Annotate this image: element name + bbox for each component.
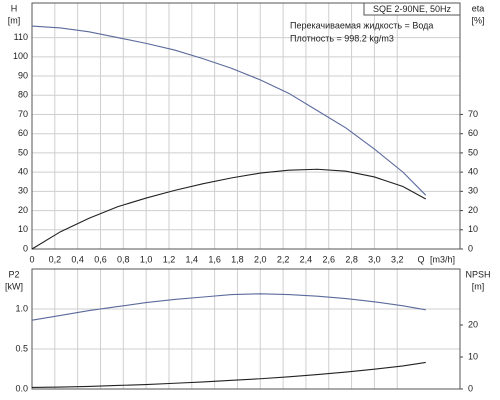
y2-tick-label: 10 xyxy=(468,224,478,234)
y2-tick-label: 50 xyxy=(468,147,478,157)
y-tick-label: 30 xyxy=(18,186,28,196)
y-tick-label: 90 xyxy=(18,70,28,80)
y2-tick-label: 0 xyxy=(468,243,473,253)
series-line xyxy=(31,168,427,250)
y-tick-label: 0 xyxy=(23,243,28,253)
y2-tick-label: 30 xyxy=(468,186,478,196)
y2-tick-label: 20 xyxy=(468,319,478,329)
x-tick-label: 0,8 xyxy=(117,254,130,264)
y-tick-label: 0.5 xyxy=(15,343,28,353)
series-line xyxy=(31,25,427,196)
y-axis-unit: [m] xyxy=(8,15,21,25)
y-tick-label: 80 xyxy=(18,90,28,100)
y-tick-label: 0.0 xyxy=(15,383,28,393)
y-axis-title: P2 xyxy=(8,269,19,279)
y-tick-label: 50 xyxy=(18,147,28,157)
x-tick-label: 3,2 xyxy=(391,254,404,264)
y-tick-label: 70 xyxy=(18,109,28,119)
x-tick-label: 1,4 xyxy=(186,254,199,264)
x-tick-label: 2,0 xyxy=(254,254,267,264)
x-tick-label: 1,6 xyxy=(208,254,221,264)
x-tick-label: 3,0 xyxy=(368,254,381,264)
y2-tick-label: 60 xyxy=(468,128,478,138)
y2-tick-label: 70 xyxy=(468,109,478,119)
y-tick-label: 40 xyxy=(18,167,28,177)
y-tick-label: 110 xyxy=(14,32,28,42)
annotation: Плотность = 998.2 kg/m3 xyxy=(290,33,394,43)
y2-axis-unit: [%] xyxy=(471,15,484,25)
y2-axis-title: eta xyxy=(472,3,485,13)
series-line xyxy=(31,293,426,321)
x-tick-label: 2,2 xyxy=(277,254,290,264)
x-tick-label: 1,8 xyxy=(231,254,244,264)
x-tick-label: 1,2 xyxy=(163,254,176,264)
y-tick-label: 20 xyxy=(18,205,28,215)
x-tick-label: 0 xyxy=(29,254,34,264)
y2-axis-unit: [m] xyxy=(472,281,485,291)
y2-tick-label: 10 xyxy=(468,351,478,361)
y-tick-label: 1.0 xyxy=(15,303,28,313)
y-tick-label: 100 xyxy=(13,51,28,61)
x-tick-label: 0,6 xyxy=(94,254,107,264)
x-tick-label: 2,8 xyxy=(345,254,358,264)
y-axis-title: H xyxy=(11,3,18,13)
x-axis-title: Q xyxy=(417,254,424,264)
plot-frame xyxy=(31,268,461,390)
y2-tick-label: 40 xyxy=(468,167,478,177)
model-box xyxy=(363,2,461,16)
x-tick-label: 0,4 xyxy=(71,254,84,264)
model-label: SQE 2-90NE, 50Hz xyxy=(373,4,452,14)
x-axis-unit: [m3/h] xyxy=(430,254,455,264)
y-axis-unit: [kW] xyxy=(5,281,23,291)
annotation: Перекачиваемая жидкость = Вода xyxy=(290,20,433,30)
x-tick-label: 0,2 xyxy=(49,254,62,264)
y-tick-label: 60 xyxy=(18,128,28,138)
plot-frame xyxy=(31,2,461,250)
y2-tick-label: 0 xyxy=(468,383,473,393)
y-tick-label: 10 xyxy=(18,224,28,234)
x-tick-label: 2,6 xyxy=(322,254,335,264)
x-tick-label: 2,4 xyxy=(300,254,313,264)
y2-axis-title: NPSH xyxy=(465,269,490,279)
series-line xyxy=(31,361,426,388)
x-tick-label: 1,0 xyxy=(140,254,153,264)
y2-tick-label: 20 xyxy=(468,205,478,215)
